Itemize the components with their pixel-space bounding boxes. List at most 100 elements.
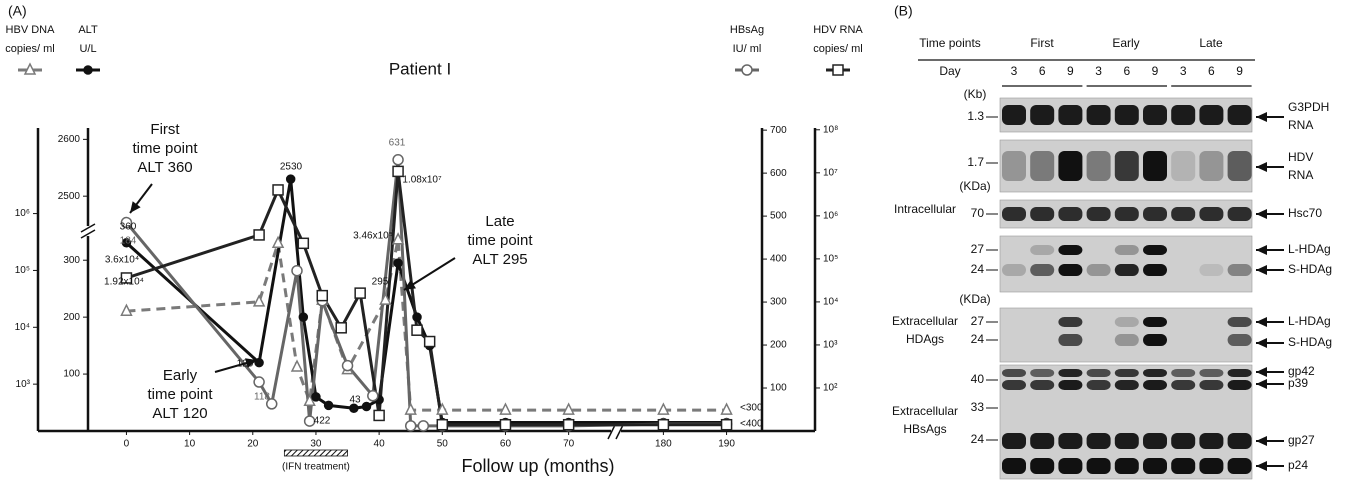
band	[1143, 317, 1167, 327]
callout: ALT 360	[137, 159, 192, 176]
x-tick-label: 70	[563, 439, 575, 450]
axis-title: IU/ ml	[733, 43, 762, 55]
band	[1030, 380, 1054, 390]
band	[1199, 433, 1223, 449]
band	[1115, 245, 1139, 255]
size-marker: 27	[971, 242, 985, 256]
band	[1171, 207, 1195, 221]
data-annotation: 43	[349, 395, 361, 406]
data-annotation: <400	[740, 419, 763, 430]
axis-title: copies/ ml	[5, 43, 55, 55]
band	[1228, 105, 1252, 125]
data-annotation: 1.08x10⁷	[402, 175, 442, 186]
band	[1115, 207, 1139, 221]
band	[1171, 458, 1195, 474]
x-tick-label: 30	[310, 439, 322, 450]
band	[1087, 433, 1111, 449]
band	[1171, 105, 1195, 125]
data-point	[368, 391, 378, 401]
band	[1002, 264, 1026, 276]
band	[1228, 334, 1252, 346]
band-label: S-HDAg	[1288, 262, 1332, 276]
day-label: 3	[1011, 64, 1018, 78]
data-point	[418, 421, 428, 431]
axis-title: HBV DNA	[6, 24, 56, 36]
band	[1087, 105, 1111, 125]
panel-label: (A)	[8, 3, 27, 19]
data-point	[425, 337, 435, 347]
axis-title: ALT	[78, 24, 98, 36]
band	[1199, 151, 1223, 181]
callout: ALT 120	[152, 405, 207, 422]
band	[1171, 433, 1195, 449]
treatment-bar	[284, 450, 347, 456]
day-label: 3	[1180, 64, 1187, 78]
band	[1143, 458, 1167, 474]
band	[1171, 380, 1195, 390]
series-line	[126, 171, 726, 424]
y-tick-label: 10⁶	[823, 210, 838, 221]
band	[1115, 317, 1139, 327]
legend-marker	[833, 65, 843, 75]
y-tick-label: 300	[770, 297, 787, 308]
band	[1002, 369, 1026, 377]
band	[1115, 264, 1139, 276]
callout: Late	[485, 213, 514, 230]
band-arrow-head	[1256, 461, 1267, 471]
y-tick-label: 10⁵	[15, 265, 30, 276]
axis-title: U/L	[79, 43, 96, 55]
band-label: L-HDAg	[1288, 242, 1331, 256]
data-annotation: 1.92x10⁴	[104, 277, 144, 288]
size-unit: (KDa)	[959, 179, 990, 193]
band	[1030, 105, 1054, 125]
x-tick-label: 10	[184, 439, 196, 450]
data-point	[292, 361, 302, 371]
band-arrow-head	[1256, 317, 1267, 327]
band-arrow-head	[1256, 112, 1267, 122]
band	[1228, 369, 1252, 377]
group-label: First	[1030, 36, 1054, 50]
callout: time point	[147, 386, 213, 403]
band-arrow-head	[1256, 265, 1267, 275]
data-annotation: 184	[120, 236, 137, 247]
band	[1199, 380, 1223, 390]
y-tick-label: 10⁶	[15, 208, 30, 219]
x-tick-label: 20	[247, 439, 259, 450]
data-annotation: 2530	[280, 162, 303, 173]
size-marker: 1.7	[967, 155, 984, 169]
band-label: p39	[1288, 376, 1308, 390]
section-label: Extracellular	[892, 404, 958, 418]
band	[1228, 207, 1252, 221]
data-point	[362, 403, 370, 411]
legend-marker	[742, 65, 752, 75]
band	[1030, 458, 1054, 474]
band-label: Hsc70	[1288, 206, 1322, 220]
data-point	[722, 420, 732, 430]
treatment-label: (IFN treatment)	[282, 462, 350, 473]
data-annotation: 295	[372, 277, 389, 288]
data-point	[412, 325, 422, 335]
data-annotation: 360	[120, 222, 137, 233]
day-label: 9	[1067, 64, 1074, 78]
data-annotation: 422	[314, 416, 331, 427]
size-unit: (KDa)	[959, 292, 990, 306]
band	[1171, 151, 1195, 181]
band	[1030, 151, 1054, 181]
band	[1228, 317, 1252, 327]
size-marker: 1.3	[967, 109, 984, 123]
band	[1143, 264, 1167, 276]
band	[1115, 334, 1139, 346]
data-point	[355, 288, 365, 298]
y-tick-label: 10⁸	[823, 124, 838, 135]
day-label: 3	[1095, 64, 1102, 78]
band	[1115, 369, 1139, 377]
size-marker: 24	[971, 262, 985, 276]
size-marker: 24	[971, 332, 985, 346]
band	[1228, 458, 1252, 474]
band	[1058, 245, 1082, 255]
band-arrow-head	[1256, 209, 1267, 219]
section-label: Extracellular	[892, 314, 958, 328]
time-points-label: Time points	[919, 36, 981, 50]
data-point	[437, 420, 447, 430]
section-label: HBsAgs	[903, 422, 946, 436]
